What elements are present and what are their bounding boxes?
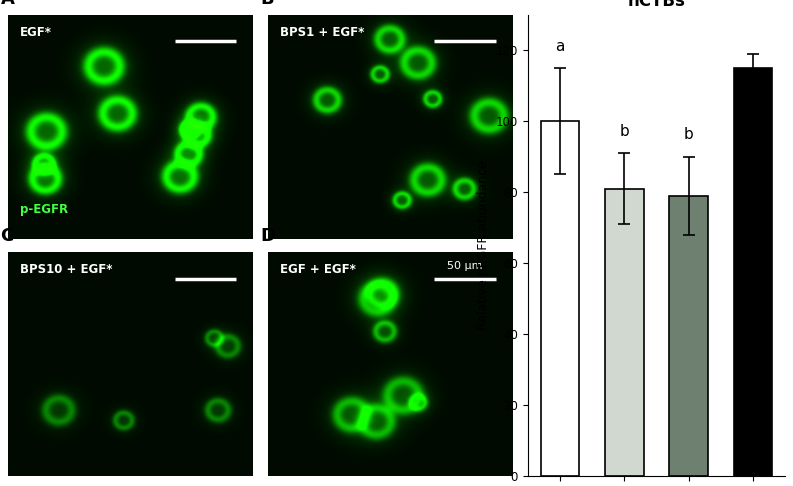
- Text: EGF*: EGF*: [20, 26, 52, 39]
- Title: hCTBs: hCTBs: [627, 0, 685, 10]
- Text: a: a: [555, 39, 565, 53]
- Text: BPS1 + EGF*: BPS1 + EGF*: [280, 26, 365, 39]
- Text: b: b: [619, 124, 629, 139]
- Bar: [541, 121, 579, 476]
- Text: B: B: [261, 0, 274, 8]
- Bar: [734, 68, 772, 476]
- Text: C: C: [1, 227, 13, 245]
- Text: b: b: [684, 127, 693, 142]
- Y-axis label: Relative pEGFR abundance: Relative pEGFR abundance: [477, 160, 490, 330]
- Text: EGF + EGF*: EGF + EGF*: [280, 263, 356, 277]
- Bar: [605, 189, 644, 476]
- Text: A: A: [1, 0, 14, 8]
- Text: 50 μm: 50 μm: [447, 261, 483, 271]
- Text: D: D: [261, 227, 275, 245]
- Bar: [669, 196, 708, 476]
- Text: p-EGFR: p-EGFR: [20, 203, 68, 216]
- Text: BPS10 + EGF*: BPS10 + EGF*: [20, 263, 113, 277]
